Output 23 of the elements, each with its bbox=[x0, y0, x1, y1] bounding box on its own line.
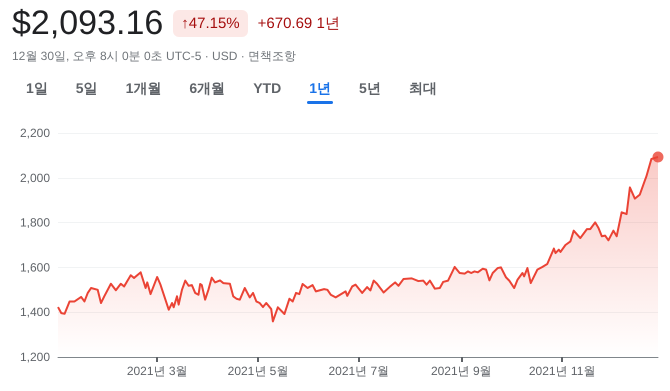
text: 1개월 bbox=[124, 80, 162, 98]
y-tick-label: 1,400 bbox=[20, 305, 50, 320]
chart-subtitle: 12월 30일, 오후 8시 0분 0초 UTC-5 · USD · 면책조항 bbox=[12, 48, 296, 65]
x-tick-label: 2021년 3월 bbox=[126, 364, 188, 378]
x-tick-label: 2021년 11월 bbox=[528, 364, 596, 378]
text: +670.69 1년 bbox=[258, 14, 340, 33]
y-tick-label: 2,200 bbox=[20, 126, 50, 140]
text: 최대 bbox=[408, 80, 438, 98]
chart-title: $2,093.16 bbox=[12, 4, 164, 43]
x-tick-label: 2021년 5월 bbox=[228, 364, 288, 378]
text: YTD bbox=[252, 80, 282, 98]
y-tick-label: 1,800 bbox=[20, 216, 50, 230]
y-tick-label: 1,600 bbox=[20, 260, 50, 274]
text: 1일 bbox=[25, 80, 49, 98]
text: ↑47.15% bbox=[173, 10, 248, 37]
y-tick-label: 2,000 bbox=[20, 170, 50, 185]
text: 5년 bbox=[358, 80, 382, 98]
text: 5일 bbox=[74, 80, 99, 98]
text: 6개월 bbox=[188, 80, 226, 98]
x-tick-label: 2021년 9월 bbox=[430, 364, 492, 378]
text: 1년 bbox=[308, 80, 332, 98]
x-tick-label: 2021년 7월 bbox=[328, 364, 390, 378]
y-tick-label: 1,200 bbox=[20, 350, 50, 364]
